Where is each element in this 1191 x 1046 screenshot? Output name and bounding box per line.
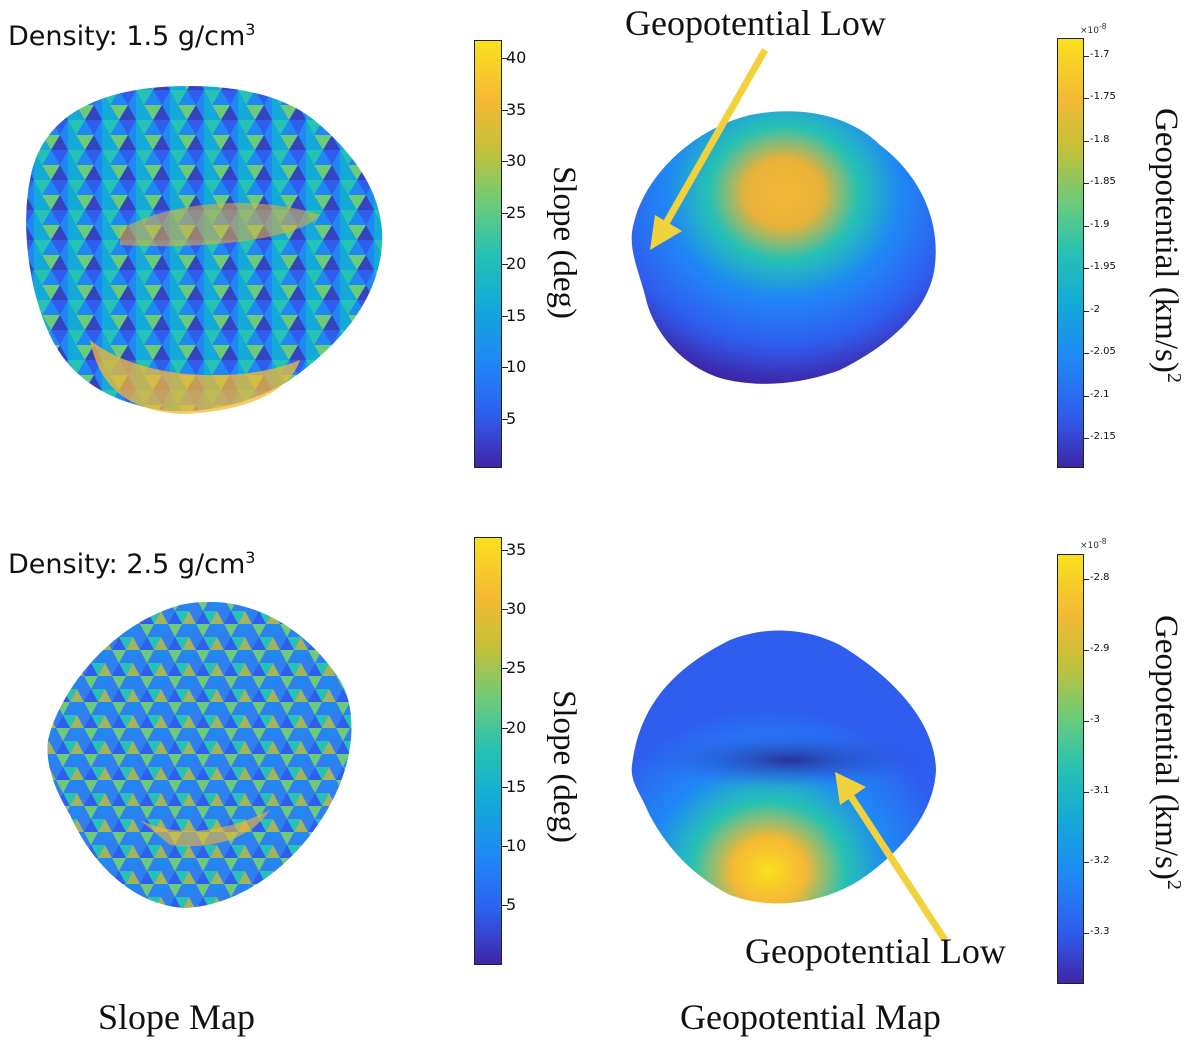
tick-label: -1.8 — [1090, 134, 1110, 145]
tick-label: 20 — [506, 254, 527, 273]
slope-colorbar-1 — [474, 40, 502, 468]
tick-label: -2 — [1090, 304, 1100, 315]
tick-mark — [1084, 650, 1089, 651]
tick-mark — [502, 161, 508, 162]
tick-label: -3 — [1090, 714, 1100, 725]
slope-asteroid-2 — [47, 601, 352, 908]
tick-label: 15 — [506, 777, 527, 796]
tick-mark — [1084, 141, 1089, 142]
tick-label: 5 — [506, 895, 517, 914]
tick-label: -2.05 — [1090, 346, 1116, 357]
annotation-geopotential-low-2: Geopotential Low — [745, 931, 1006, 971]
tick-mark — [502, 846, 508, 847]
tick-mark — [502, 787, 508, 788]
geo-colorbar-1-ticks: -1.7 -1.75 -1.8 -1.85 -1.9 -1.95 -2 -2.0… — [1084, 38, 1134, 468]
tick-label: -1.85 — [1090, 176, 1116, 187]
tick-label: 40 — [506, 48, 527, 67]
tick-label: 30 — [506, 599, 527, 618]
tick-mark — [1084, 862, 1089, 863]
arrow-geopotential-low-1 — [650, 48, 769, 250]
tick-label: 25 — [506, 658, 527, 677]
geo-colorbar-2-exponent: ×10-8 — [1080, 537, 1107, 551]
tick-mark — [502, 668, 508, 669]
tick-mark — [502, 609, 508, 610]
slope-colorbar-2-title: Slope (deg) — [546, 690, 582, 844]
geopotential-asteroid-2 — [631, 630, 936, 904]
tick-label: -3.1 — [1090, 785, 1110, 796]
tick-label: 10 — [506, 836, 527, 855]
tick-label: 15 — [506, 306, 527, 325]
tick-label: -1.95 — [1090, 261, 1116, 272]
tick-label: -3.3 — [1090, 926, 1110, 937]
tick-mark — [1084, 792, 1089, 793]
caption-geopotential-map: Geopotential Map — [680, 997, 941, 1037]
tick-mark — [502, 367, 508, 368]
slope-colorbar-1-ticks: 40 35 30 25 20 15 10 5 — [502, 40, 542, 468]
tick-label: -1.7 — [1090, 49, 1110, 60]
tick-mark — [1084, 268, 1089, 269]
annotation-geopotential-low-1: Geopotential Low — [625, 3, 886, 43]
tick-label: 35 — [506, 540, 527, 559]
tick-mark — [1084, 311, 1089, 312]
tick-mark — [1084, 353, 1089, 354]
tick-mark — [1084, 721, 1089, 722]
tick-mark — [1084, 579, 1089, 580]
slope-colorbar-1-title: Slope (deg) — [546, 166, 582, 320]
tick-mark — [502, 264, 508, 265]
tick-mark — [1084, 98, 1089, 99]
geo-colorbar-1-exponent: ×10-8 — [1080, 22, 1107, 36]
caption-slope-map: Slope Map — [98, 997, 255, 1037]
geo-colorbar-1-title: Geopotential (km/s)2 — [1148, 108, 1185, 383]
tick-label: 5 — [506, 409, 517, 428]
tick-mark — [502, 58, 508, 59]
geo-colorbar-2-title: Geopotential (km/s)2 — [1148, 615, 1185, 890]
tick-label: -3.2 — [1090, 855, 1110, 866]
tick-label: -2.1 — [1090, 389, 1110, 400]
geo-colorbar-2-ticks: -2.8 -2.9 -3 -3.1 -3.2 -3.3 — [1084, 554, 1134, 984]
tick-mark — [502, 419, 508, 420]
tick-label: -1.9 — [1090, 219, 1110, 230]
tick-mark — [502, 905, 508, 906]
density-label-1: Density: 1.5 g/cm3 — [8, 20, 256, 52]
tick-mark — [1084, 933, 1089, 934]
geo-colorbar-2 — [1057, 554, 1084, 984]
tick-label: 30 — [506, 151, 527, 170]
tick-mark — [1084, 183, 1089, 184]
tick-label: 35 — [506, 100, 527, 119]
tick-mark — [1084, 438, 1089, 439]
slope-colorbar-2 — [474, 537, 502, 965]
tick-label: -1.75 — [1090, 91, 1116, 102]
tick-mark — [1084, 56, 1089, 57]
tick-mark — [502, 550, 508, 551]
tick-label: 25 — [506, 203, 527, 222]
slope-colorbar-2-ticks: 35 30 25 20 15 10 5 — [502, 537, 542, 965]
tick-label: -2.15 — [1090, 431, 1116, 442]
slope-asteroid-1 — [26, 85, 383, 414]
tick-mark — [502, 728, 508, 729]
tick-mark — [502, 110, 508, 111]
tick-mark — [502, 213, 508, 214]
tick-mark — [1084, 226, 1089, 227]
density-label-2: Density: 2.5 g/cm3 — [8, 548, 256, 580]
tick-label: 20 — [506, 718, 527, 737]
tick-label: -2.8 — [1090, 572, 1110, 583]
tick-mark — [1084, 396, 1089, 397]
geopotential-asteroid-1 — [631, 111, 936, 384]
tick-label: -2.9 — [1090, 643, 1110, 654]
tick-mark — [502, 316, 508, 317]
arrow-geopotential-low-2 — [835, 772, 948, 942]
geo-colorbar-1 — [1057, 38, 1084, 468]
tick-label: 10 — [506, 357, 527, 376]
